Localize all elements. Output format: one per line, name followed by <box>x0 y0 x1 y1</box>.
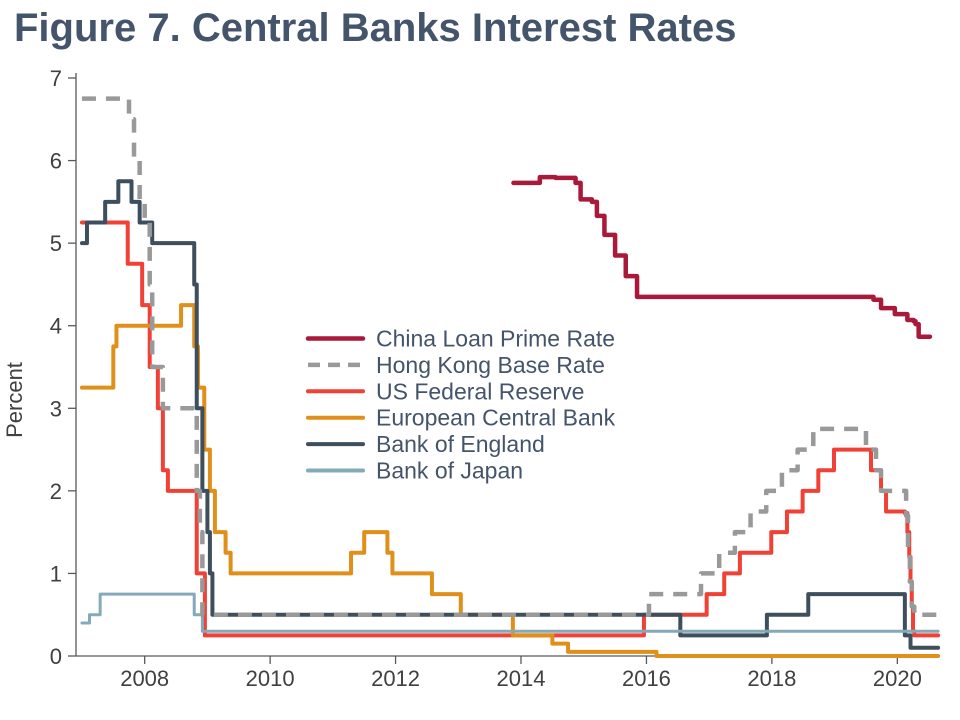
svg-text:Hong Kong Base Rate: Hong Kong Base Rate <box>376 352 605 378</box>
svg-text:0: 0 <box>50 644 62 669</box>
svg-text:Bank of England: Bank of England <box>376 431 545 457</box>
svg-text:7: 7 <box>50 66 62 91</box>
svg-text:1: 1 <box>50 561 62 586</box>
svg-text:2020: 2020 <box>873 666 922 691</box>
svg-text:Percent: Percent <box>2 362 27 438</box>
svg-text:5: 5 <box>50 231 62 256</box>
svg-text:2014: 2014 <box>497 666 546 691</box>
svg-text:Bank of Japan: Bank of Japan <box>376 458 523 484</box>
svg-text:2: 2 <box>50 479 62 504</box>
svg-text:2016: 2016 <box>622 666 671 691</box>
svg-text:European Central Bank: European Central Bank <box>376 405 616 431</box>
svg-text:6: 6 <box>50 149 62 174</box>
svg-text:2010: 2010 <box>246 666 295 691</box>
svg-text:2018: 2018 <box>747 666 796 691</box>
svg-text:US Federal Reserve: US Federal Reserve <box>376 378 584 404</box>
svg-text:4: 4 <box>50 314 62 339</box>
svg-text:3: 3 <box>50 396 62 421</box>
svg-text:China Loan Prime Rate: China Loan Prime Rate <box>376 326 615 352</box>
svg-text:2008: 2008 <box>120 666 169 691</box>
svg-text:2012: 2012 <box>371 666 420 691</box>
